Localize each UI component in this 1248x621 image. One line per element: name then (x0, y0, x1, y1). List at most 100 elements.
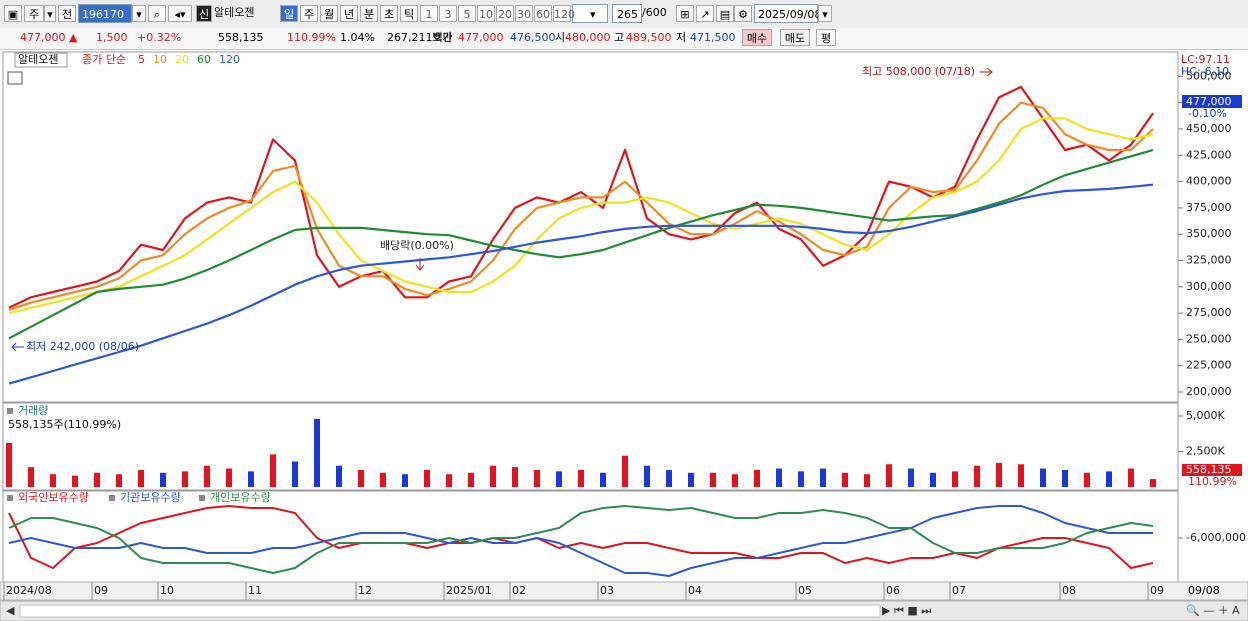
volume-bar (864, 474, 870, 487)
volume-bar (1128, 468, 1134, 487)
scroll-left[interactable]: ◀ (6, 604, 15, 617)
mode-button[interactable]: 전 (58, 5, 76, 22)
x-tick-label: 12 (358, 584, 372, 597)
volume-bar (160, 472, 166, 487)
step-button[interactable]: 30 (515, 5, 533, 22)
step-button[interactable]: 120 (553, 5, 575, 22)
volume-bar (138, 469, 144, 487)
x-tick-label: 2025/01 (446, 584, 492, 597)
table-icon[interactable] (7, 71, 23, 85)
volume-bar (534, 469, 540, 487)
volume-bar (1018, 464, 1024, 487)
volume-bar (974, 465, 980, 487)
interval-button[interactable]: 초 (380, 5, 398, 22)
last-volume-ratio: 110.99% (1188, 475, 1237, 488)
volume-bar (270, 454, 276, 487)
legend-entry: 개인보유수량 (210, 491, 271, 504)
step-select[interactable]: ▾ (572, 4, 608, 23)
y-tick-label: 300,000 (1186, 280, 1232, 293)
y-tick-label: 5,000K (1186, 409, 1225, 422)
y-tick-label: 400,000 (1186, 175, 1232, 188)
volume-bar (622, 455, 628, 487)
quote-price: 477,000 ▲ (20, 31, 78, 44)
x-tick-label: 04 (688, 584, 702, 597)
layout-button[interactable]: ▣ (4, 5, 22, 22)
date-input[interactable]: 2025/09/08 (754, 4, 821, 23)
y-tick-label: 225,000 (1186, 359, 1232, 372)
last-change: -0.10% (1188, 107, 1227, 120)
volume-bar (930, 472, 936, 487)
volume-bar (292, 461, 298, 487)
volume-bar (28, 467, 34, 487)
y-tick-label: 375,000 (1186, 201, 1232, 214)
interval-button[interactable]: 주 (300, 5, 318, 22)
interval-button[interactable]: 틱 (400, 5, 418, 22)
volume-bar (798, 471, 804, 487)
volume-bar (578, 469, 584, 487)
x-tick-label: 05 (798, 584, 812, 597)
volume-bar (1150, 479, 1156, 487)
quote-high: 489,500 (626, 31, 672, 44)
new-badge: 신 (196, 5, 212, 22)
volume-bar (50, 474, 56, 487)
sell-button[interactable]: 매도 (780, 29, 810, 46)
interval-button[interactable]: 분 (360, 5, 378, 22)
buy-button[interactable]: 매수 (742, 29, 772, 46)
volume-bar (204, 465, 210, 487)
volume-bar (710, 472, 716, 487)
step-button[interactable]: 1 (420, 5, 438, 22)
interval-button[interactable]: 월 (320, 5, 338, 22)
count-max: /600 (642, 6, 667, 19)
zoom-controls[interactable]: 🔍 — ＋ A (1186, 603, 1240, 617)
volume-bar (644, 465, 650, 487)
volume-subtitle: 558,135주(110.99%) (8, 418, 121, 431)
tool-button[interactable]: ↗ (696, 5, 714, 22)
volume-bar (94, 472, 100, 487)
annotation-arrow (11, 342, 24, 352)
scroll-track[interactable] (19, 604, 881, 618)
y-tick-label: 250,000 (1186, 332, 1232, 345)
step-button[interactable]: 60 (534, 5, 552, 22)
quote-amount: 267,211백만 (387, 31, 453, 44)
interval-button[interactable]: 년 (340, 5, 358, 22)
quote-low: 471,500 (690, 31, 736, 44)
volume-bar (182, 471, 188, 487)
eval-button[interactable]: 평 (816, 29, 836, 46)
code-input[interactable]: 196170 (78, 4, 132, 23)
legend-entry: 기관보유수량 (120, 491, 181, 504)
quote-ask-label: 호가 (432, 31, 453, 44)
step-button[interactable]: 20 (496, 5, 514, 22)
volume-bar (424, 469, 430, 487)
volume-bar (6, 442, 12, 487)
step-button[interactable]: 5 (458, 5, 476, 22)
x-tick-label: 02 (512, 584, 526, 597)
y-tick-label: -6,000,000 (1186, 531, 1246, 544)
moving-average-line (8, 117, 1154, 315)
count-input[interactable]: 265 (612, 4, 642, 23)
volume-bar (820, 468, 826, 487)
volume-bar (732, 474, 738, 487)
step-button[interactable]: 10 (477, 5, 495, 22)
search-button[interactable]: ⌕ (148, 5, 166, 22)
interval-button[interactable]: 일 (280, 5, 298, 22)
volume-bar (248, 471, 254, 487)
y-tick-label: 500,000 (1186, 69, 1232, 82)
settings-button[interactable]: ⚙ (734, 5, 752, 22)
volume-panel (2, 402, 1179, 491)
tool-button[interactable]: ⊞ (676, 5, 694, 22)
save-button[interactable]: ▤ (716, 5, 734, 22)
legend-entry: 120 (219, 53, 240, 66)
dropdown[interactable]: ▾ (44, 5, 56, 22)
calendar-button[interactable]: ▾ (818, 5, 832, 22)
y-tick-label: 450,000 (1186, 122, 1232, 135)
step-button[interactable]: 3 (439, 5, 457, 22)
volume-bar (776, 468, 782, 487)
sound-button[interactable]: ◂▾ (168, 5, 192, 22)
period-select[interactable]: 주 (24, 5, 44, 22)
y-tick-label: 425,000 (1186, 148, 1232, 161)
scroll-controls[interactable]: ▶ ⏮ ■ ⏭ (882, 604, 931, 617)
y-tick-label: 275,000 (1186, 306, 1232, 319)
quote-turnover: 1.04% (340, 31, 375, 44)
dropdown[interactable]: ▾ (132, 5, 146, 22)
